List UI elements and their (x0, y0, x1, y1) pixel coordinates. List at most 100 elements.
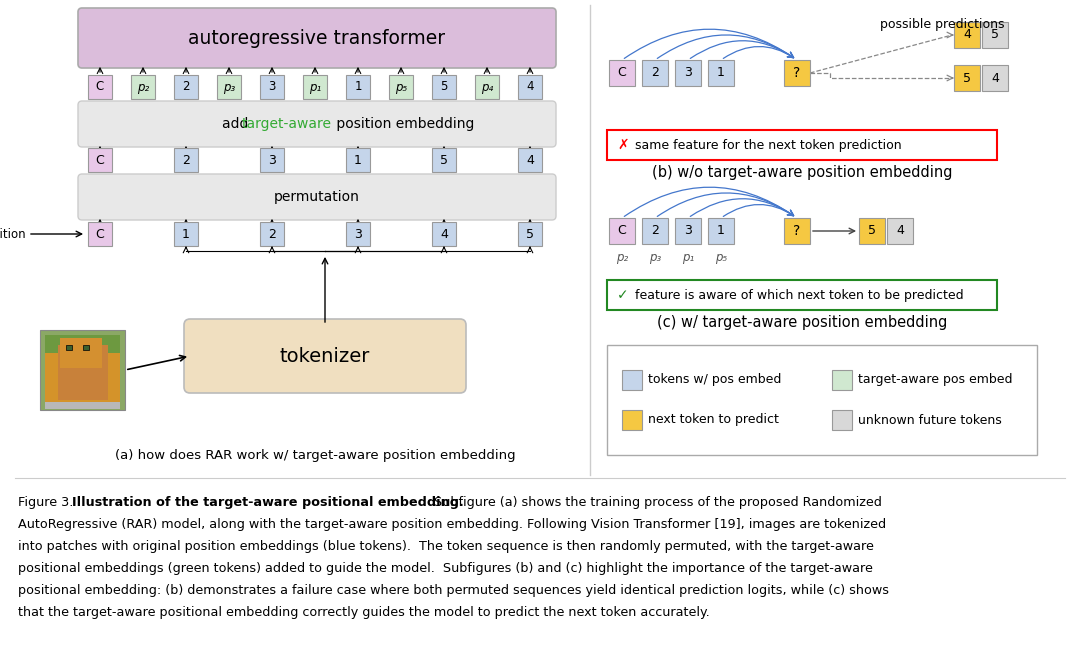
Bar (432, 75, 456, 99)
Text: p₃: p₃ (222, 80, 235, 94)
Text: 4: 4 (991, 71, 999, 84)
Bar (518, 222, 542, 246)
Bar (518, 75, 542, 99)
Text: 3: 3 (684, 224, 692, 237)
FancyBboxPatch shape (184, 319, 465, 393)
Text: 3: 3 (684, 67, 692, 80)
Bar (708, 60, 734, 86)
FancyBboxPatch shape (78, 8, 556, 68)
Text: 2: 2 (651, 224, 659, 237)
Text: class condition: class condition (0, 228, 26, 241)
Bar (346, 75, 370, 99)
Text: permutation: permutation (274, 190, 360, 204)
Text: p₃: p₃ (649, 252, 661, 264)
Bar (982, 65, 1008, 91)
Text: position embedding: position embedding (332, 117, 474, 131)
Bar (518, 148, 542, 172)
Bar (66, 345, 72, 350)
Text: C: C (96, 228, 105, 241)
Text: 2: 2 (183, 154, 190, 167)
Text: 1: 1 (717, 224, 725, 237)
Bar (87, 222, 112, 246)
Text: 4: 4 (526, 80, 534, 94)
Bar (346, 222, 370, 246)
Bar (607, 280, 997, 310)
Text: p₂: p₂ (137, 80, 149, 94)
Bar (45, 350, 120, 405)
Text: Figure 3.: Figure 3. (18, 496, 78, 509)
Text: Illustration of the target-aware positional embedding.: Illustration of the target-aware positio… (72, 496, 463, 509)
Bar (432, 222, 456, 246)
Bar (217, 75, 241, 99)
Bar (642, 218, 669, 244)
Bar (982, 22, 1008, 48)
Bar (389, 75, 413, 99)
Text: 5: 5 (963, 71, 971, 84)
Bar (642, 60, 669, 86)
Text: add: add (222, 117, 253, 131)
Bar (609, 218, 635, 244)
Text: same feature for the next token prediction: same feature for the next token predicti… (631, 139, 902, 152)
Bar (174, 75, 198, 99)
Bar (675, 218, 701, 244)
Text: p₁: p₁ (681, 252, 694, 264)
Text: 3: 3 (268, 80, 275, 94)
Text: p₄: p₄ (481, 80, 494, 94)
Text: ?: ? (794, 66, 800, 80)
Text: autoregressive transformer: autoregressive transformer (188, 29, 446, 48)
Text: 1: 1 (354, 80, 362, 94)
Text: p₁: p₁ (309, 80, 321, 94)
Text: 1: 1 (717, 67, 725, 80)
Text: p₅: p₅ (395, 80, 407, 94)
Text: target-aware: target-aware (242, 117, 332, 131)
Bar (45, 335, 120, 353)
Text: ✓: ✓ (617, 288, 629, 302)
Bar (87, 148, 112, 172)
Text: 5: 5 (526, 228, 534, 241)
Text: 4: 4 (963, 29, 971, 41)
Text: AutoRegressive (RAR) model, along with the target-aware position embedding. Foll: AutoRegressive (RAR) model, along with t… (18, 518, 886, 531)
Text: p₂: p₂ (616, 252, 629, 264)
FancyBboxPatch shape (78, 101, 556, 147)
Text: C: C (96, 154, 105, 167)
Bar (83, 345, 89, 350)
Bar (609, 60, 635, 86)
Text: 4: 4 (440, 228, 448, 241)
Text: (a) how does RAR work w/ target-aware position embedding: (a) how does RAR work w/ target-aware po… (114, 449, 515, 462)
Text: ?: ? (794, 224, 800, 238)
Bar (260, 148, 284, 172)
Text: that the target-aware positional embedding correctly guides the model to predict: that the target-aware positional embeddi… (18, 606, 710, 619)
Text: 4: 4 (896, 224, 904, 237)
Bar (303, 75, 327, 99)
Text: C: C (618, 224, 626, 237)
Text: target-aware pos embed: target-aware pos embed (858, 373, 1013, 387)
FancyBboxPatch shape (78, 174, 556, 220)
Bar (260, 75, 284, 99)
Bar (346, 148, 370, 172)
Text: 3: 3 (354, 228, 362, 241)
Bar (40, 330, 125, 410)
Text: unknown future tokens: unknown future tokens (858, 413, 1002, 426)
Text: ✗: ✗ (617, 138, 629, 152)
Text: into patches with original position embeddings (blue tokens).  The token sequenc: into patches with original position embe… (18, 540, 874, 553)
Text: positional embedding: (b) demonstrates a failure case where both permuted sequen: positional embedding: (b) demonstrates a… (18, 584, 889, 597)
Bar (784, 60, 810, 86)
Bar (887, 218, 913, 244)
Text: 5: 5 (868, 224, 876, 237)
Text: 4: 4 (526, 154, 534, 167)
Bar (45, 402, 120, 409)
Text: 5: 5 (440, 154, 448, 167)
Text: C: C (618, 67, 626, 80)
Text: p₅: p₅ (715, 252, 727, 264)
Text: possible predictions: possible predictions (880, 18, 1004, 31)
Text: 5: 5 (991, 29, 999, 41)
Bar (675, 60, 701, 86)
Bar (954, 22, 980, 48)
Bar (60, 338, 102, 368)
Text: 5: 5 (441, 80, 448, 94)
Text: 2: 2 (651, 67, 659, 80)
Bar (475, 75, 499, 99)
Bar (832, 410, 852, 430)
Text: C: C (96, 80, 104, 94)
Text: tokenizer: tokenizer (280, 347, 370, 366)
